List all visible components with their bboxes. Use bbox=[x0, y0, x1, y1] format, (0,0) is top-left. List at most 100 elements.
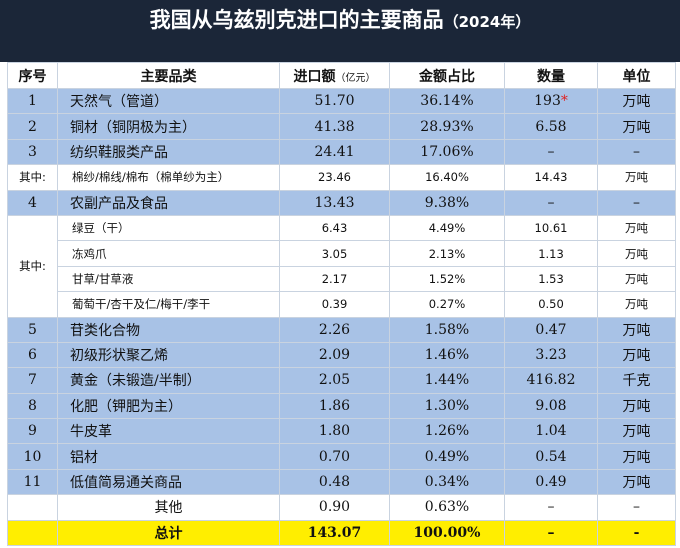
item-name: 初级形状聚乙烯 bbox=[57, 341, 280, 369]
header: 主要品类 bbox=[57, 62, 280, 89]
amount: 6.43 bbox=[279, 214, 390, 242]
quantity: 10.61 bbox=[504, 214, 598, 242]
row: 2 铜材（铜阴极为主） 41.38 28.93% 6.58 万吨 bbox=[7, 113, 676, 140]
quantity-value: 0.49 bbox=[535, 474, 567, 491]
quantity: 416.82 bbox=[504, 367, 598, 394]
quantity: 1.53 bbox=[504, 265, 598, 293]
header: 序号 bbox=[7, 62, 58, 89]
sub-row: 甘草/甘草液 2.17 1.52% 1.53 万吨 bbox=[8, 265, 676, 293]
item-name: 牛皮革 bbox=[57, 418, 280, 445]
quantity: 193* bbox=[504, 87, 598, 115]
share: 17.06% bbox=[389, 138, 505, 166]
amount: 0.70 bbox=[279, 443, 390, 470]
row: 其他 0.90 0.63% – – bbox=[7, 494, 676, 521]
unit: 万吨 bbox=[597, 164, 676, 191]
amount: 0.48 bbox=[279, 468, 390, 496]
header-unit: （亿元） bbox=[335, 72, 376, 84]
quantity-value: 1.04 bbox=[535, 423, 567, 440]
header: 单位 bbox=[597, 62, 676, 89]
amount: 1.80 bbox=[279, 418, 390, 445]
amount: 1.86 bbox=[279, 392, 390, 420]
amount: 2.17 bbox=[279, 265, 390, 293]
unit: 万吨 bbox=[597, 214, 676, 242]
unit: – bbox=[597, 494, 676, 521]
item-name: 冻鸡爪 bbox=[57, 240, 280, 267]
share: 0.34% bbox=[389, 468, 505, 496]
item-name: 其他 bbox=[57, 494, 280, 521]
row: 6 初级形状聚乙烯 2.09 1.46% 3.23 万吨 bbox=[7, 341, 676, 369]
share: 16.40% bbox=[389, 164, 505, 191]
row: 3 纺织鞋服类产品 24.41 17.06% – – bbox=[7, 138, 676, 166]
unit: 万吨 bbox=[597, 468, 676, 496]
item-name: 苷类化合物 bbox=[57, 316, 280, 343]
quantity: – bbox=[504, 138, 598, 166]
unit: 万吨 bbox=[597, 87, 676, 115]
row: 8 化肥（钾肥为主） 1.86 1.30% 9.08 万吨 bbox=[7, 392, 676, 420]
amount: 24.41 bbox=[279, 138, 390, 166]
quantity-value: 6.58 bbox=[535, 118, 567, 135]
quantity-mark: * bbox=[560, 93, 568, 110]
share: 4.49% bbox=[389, 214, 505, 242]
quantity: 1.04 bbox=[504, 418, 598, 445]
quantity-value: 1.53 bbox=[538, 271, 564, 286]
item-name: 黄金（未锻造/半制） bbox=[57, 367, 280, 394]
item-name: 甘草/甘草液 bbox=[57, 265, 280, 293]
share: 1.44% bbox=[389, 367, 505, 394]
quantity-value: 10.61 bbox=[534, 221, 568, 236]
row-no: 6 bbox=[7, 341, 58, 369]
sub-row: 冻鸡爪 3.05 2.13% 1.13 万吨 bbox=[8, 240, 676, 267]
share: 0.63% bbox=[389, 494, 505, 521]
row: 1 天然气（管道） 51.70 36.14% 193* 万吨 bbox=[7, 87, 676, 115]
item-name: 铜材（铜阴极为主） bbox=[57, 113, 280, 140]
quantity-value: 193 bbox=[534, 93, 561, 110]
item-name: 纺织鞋服类产品 bbox=[57, 138, 280, 166]
row-no: 3 bbox=[7, 138, 58, 166]
quantity-value: 0.54 bbox=[535, 448, 567, 465]
unit: - bbox=[597, 519, 676, 547]
quantity: – bbox=[504, 519, 598, 547]
row-no: 1 bbox=[7, 87, 58, 115]
share: 1.58% bbox=[389, 316, 505, 343]
item-name: 绿豆（干） bbox=[57, 214, 280, 242]
amount: 23.46 bbox=[279, 164, 390, 191]
quantity-value: 3.23 bbox=[535, 347, 567, 364]
unit: 万吨 bbox=[597, 113, 676, 140]
quantity-value: 416.82 bbox=[526, 372, 576, 389]
quantity: 14.43 bbox=[504, 164, 598, 191]
total-label: 总计 bbox=[57, 519, 280, 547]
unit: 万吨 bbox=[597, 240, 676, 267]
row: 4 农副产品及食品 13.43 9.38% – – bbox=[7, 189, 676, 216]
header: 金额占比 bbox=[389, 62, 505, 89]
sub-row: 其中: 棉纱/棉线/棉布（棉单纱为主） 23.46 16.40% 14.43 万吨 bbox=[7, 164, 676, 191]
amount: 2.05 bbox=[279, 367, 390, 394]
header-row: 序号 主要品类 进口额（亿元） 金额占比 数量 单位 bbox=[7, 62, 676, 89]
row-no: 8 bbox=[7, 392, 58, 420]
unit: 万吨 bbox=[597, 316, 676, 343]
title: 我国从乌兹别克进口的主要商品 bbox=[149, 8, 444, 32]
row-no bbox=[7, 494, 58, 521]
title-bar: 我国从乌兹别克进口的主要商品（2024年） bbox=[0, 0, 680, 62]
total-pad bbox=[7, 519, 58, 547]
quantity-value: 0.47 bbox=[535, 321, 567, 338]
unit: 万吨 bbox=[597, 265, 676, 293]
item-name: 农副产品及食品 bbox=[57, 189, 280, 216]
row-no: 2 bbox=[7, 113, 58, 140]
quantity-value: 9.08 bbox=[535, 397, 567, 414]
amount: 143.07 bbox=[279, 519, 390, 547]
share: 1.26% bbox=[389, 418, 505, 445]
quantity-value: – bbox=[547, 143, 555, 160]
header: 进口额（亿元） bbox=[279, 62, 390, 89]
title-year: （2024年） bbox=[443, 13, 531, 31]
share: 2.13% bbox=[389, 240, 505, 267]
unit: 万吨 bbox=[597, 392, 676, 420]
unit: 万吨 bbox=[597, 443, 676, 470]
quantity: 0.47 bbox=[504, 316, 598, 343]
quantity-value: 1.13 bbox=[538, 246, 564, 261]
amount: 0.90 bbox=[279, 494, 390, 521]
share: 0.27% bbox=[389, 291, 505, 318]
item-name: 天然气（管道） bbox=[57, 87, 280, 115]
row-no: 11 bbox=[7, 468, 58, 496]
quantity: – bbox=[504, 494, 598, 521]
unit: – bbox=[597, 138, 676, 166]
